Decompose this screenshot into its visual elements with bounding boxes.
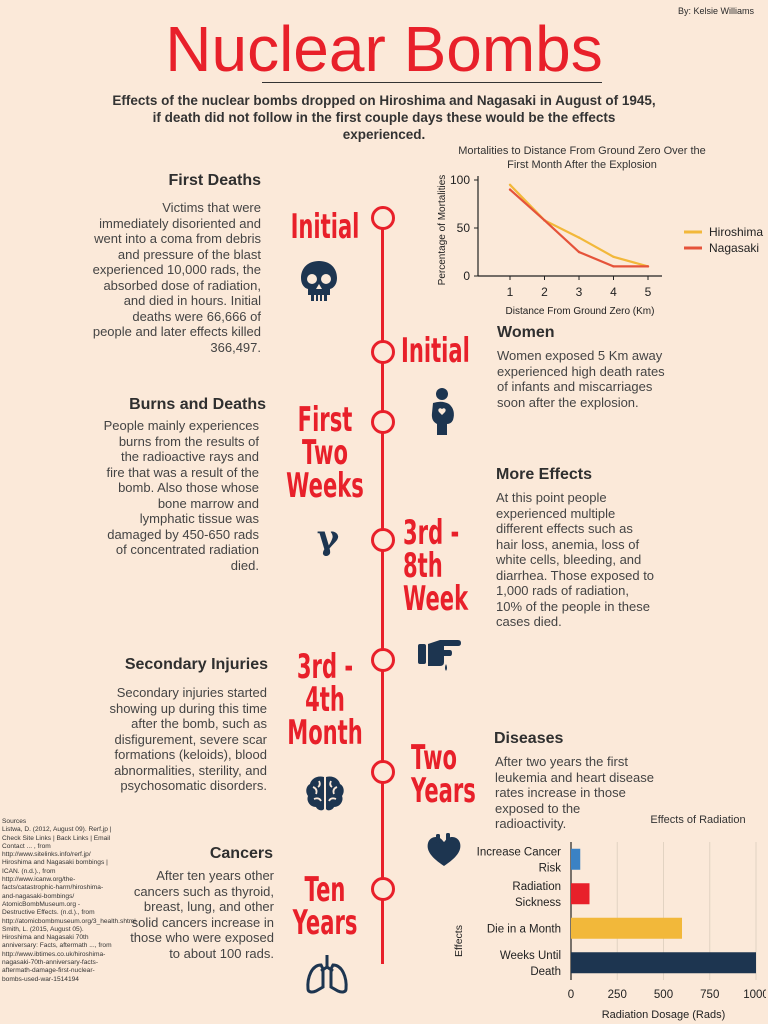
data-point <box>508 188 512 191</box>
stage-ten-years: Ten Years <box>292 870 358 943</box>
y-tick-label: 0 <box>463 269 470 283</box>
diseases-text: After two years the first leukemia and h… <box>495 754 654 831</box>
timeline-node <box>371 760 395 784</box>
skull-icon <box>296 258 342 304</box>
x-tick-label: 250 <box>608 989 627 1001</box>
x-tick-label: 2 <box>541 285 548 299</box>
women-text: Women exposed 5 Km away experienced high… <box>497 348 665 410</box>
first-deaths-heading: First Deaths <box>168 172 261 189</box>
x-tick-label: 750 <box>700 989 719 1001</box>
stage-first-two-weeks: First Two Weeks <box>286 400 364 506</box>
legend-label: Nagasaki <box>709 241 759 255</box>
data-point <box>646 265 650 268</box>
category-label: Weeks Until Death <box>500 950 561 978</box>
women-heading: Women <box>497 324 555 341</box>
timeline-node <box>371 206 395 230</box>
stage-two-years: Two Years <box>411 738 476 811</box>
bar-2 <box>571 917 682 939</box>
heart-icon <box>424 832 464 868</box>
series-line-hiroshima <box>509 184 649 268</box>
cancers-heading: Cancers <box>209 845 273 862</box>
diseases-heading: Diseases <box>494 730 564 747</box>
bar-3 <box>571 952 756 974</box>
brain-icon <box>304 773 346 813</box>
x-tick-label: 5 <box>645 285 652 299</box>
data-point <box>577 236 581 239</box>
y-tick-label: 100 <box>450 173 470 187</box>
first-deaths-text: Victims that were immediately disoriente… <box>92 200 261 355</box>
timeline-line <box>381 216 384 964</box>
data-point <box>612 265 615 268</box>
y-axis-label: Percentage of Mortalities <box>437 175 448 286</box>
more-effects-text: At this point people experienced multipl… <box>496 490 655 629</box>
x-axis-label: Distance From Ground Zero (Km) <box>506 306 655 317</box>
chart2-title: Effects of Radiation <box>650 814 746 826</box>
lungs-icon <box>304 953 350 995</box>
data-point <box>612 255 615 258</box>
burns-text: People mainly experiences burns from the… <box>103 418 259 573</box>
x-tick-label: 0 <box>568 989 574 1001</box>
pointing-hand-icon <box>416 634 462 674</box>
x-tick-label: 3 <box>576 285 583 299</box>
timeline-node <box>371 410 395 434</box>
radiation-bar-chart: 0 250 500 750 1000 Increase Cancer Risk Radiati… <box>453 842 766 1021</box>
secondary-heading: Secondary Injuries <box>124 656 268 673</box>
timeline-node <box>371 648 395 672</box>
x-tick-label: 1000 <box>743 989 766 1001</box>
page-subtitle: Effects of the nuclear bombs dropped on … <box>112 93 656 142</box>
data-point <box>577 250 581 254</box>
stage-initial-1: Initial <box>290 207 360 247</box>
category-label: Radiation Sickness <box>512 881 561 909</box>
gamma-icon: γ <box>316 518 340 558</box>
legend-label: Hiroshima <box>709 225 763 239</box>
x-axis-label: Radiation Dosage (Rads) <box>602 1009 726 1021</box>
stage-3rd-4th-month: 3rd - 4th Month <box>287 647 363 753</box>
timeline-node <box>371 877 395 901</box>
stage-3rd-8th-week: 3rd - 8th Week <box>403 513 469 619</box>
title-divider <box>262 82 602 83</box>
byline: By: Kelsie Williams <box>677 6 754 16</box>
pregnant-woman-icon <box>422 386 462 438</box>
timeline-node <box>371 340 395 364</box>
data-point <box>508 183 512 186</box>
y-tick-label: 50 <box>457 221 471 235</box>
secondary-text: Secondary injuries started showing up du… <box>109 685 267 793</box>
bar-0 <box>571 848 581 870</box>
stage-initial-2: Initial <box>401 331 470 371</box>
mortality-line-chart: 0 50 100 1 2 3 4 5 Distance From Ground Zero (Km… <box>437 173 763 317</box>
category-label: Increase Cancer Risk <box>477 846 562 874</box>
x-tick-label: 1 <box>507 285 514 299</box>
x-tick-label: 500 <box>654 989 673 1001</box>
series-line-nagasaki <box>509 188 648 268</box>
sources-list: Sources Listwa, D. (2012, August 09). Re… <box>2 818 136 983</box>
y-axis-label: Effects <box>453 925 465 957</box>
burns-heading: Burns and Deaths <box>129 396 266 413</box>
page-title: Nuclear Bombs <box>165 13 603 85</box>
chart1-title: Mortalities to Distance From Ground Zero… <box>458 145 706 171</box>
data-point <box>543 219 546 222</box>
timeline-node <box>371 528 395 552</box>
bar-1 <box>571 883 590 905</box>
x-tick-label: 4 <box>610 285 617 299</box>
cancers-text: After ten years other cancers such as th… <box>130 868 274 961</box>
more-effects-heading: More Effects <box>496 466 593 483</box>
category-label: Die in a Month <box>487 923 561 935</box>
